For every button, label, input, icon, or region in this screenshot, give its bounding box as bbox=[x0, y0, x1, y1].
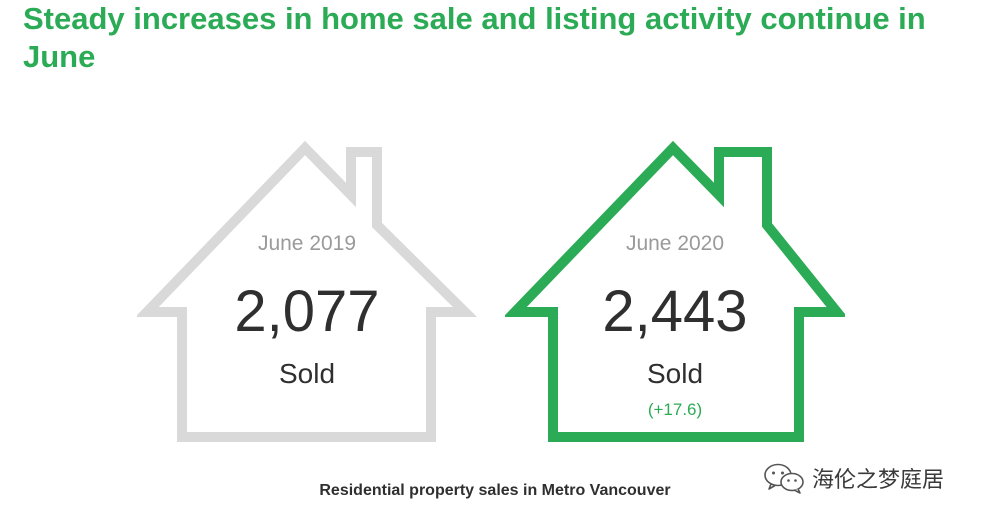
sales-count: 2,443 bbox=[602, 279, 748, 344]
house-card-2019: June 2019 2,077 Sold bbox=[137, 140, 477, 445]
sales-count: 2,077 bbox=[234, 279, 380, 344]
house-card-2020: June 2020 2,443 Sold (+17.6) bbox=[505, 140, 845, 445]
wechat-icon bbox=[764, 463, 804, 494]
house-outline-icon bbox=[137, 140, 477, 442]
period-label: June 2019 bbox=[257, 232, 357, 255]
watermark-text: 海伦之梦庭居 bbox=[812, 468, 945, 493]
watermark: 海伦之梦庭居 bbox=[762, 460, 944, 496]
sold-label: Sold bbox=[278, 358, 336, 389]
sold-label: Sold bbox=[646, 358, 704, 389]
period-label: June 2020 bbox=[625, 232, 725, 255]
headline: Steady increases in home sale and listin… bbox=[23, 1, 926, 74]
change-percent: (+17.6) bbox=[647, 400, 703, 419]
house-outline-icon bbox=[505, 140, 845, 442]
chart-caption: Residential property sales in Metro Vanc… bbox=[319, 482, 671, 499]
